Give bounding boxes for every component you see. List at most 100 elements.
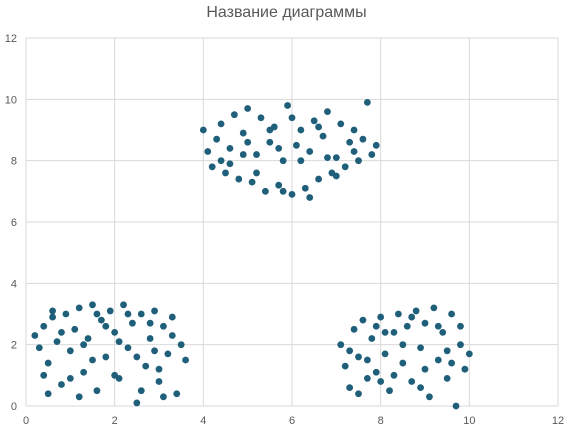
x-tick-label: 2 — [112, 415, 118, 427]
data-point — [381, 329, 389, 336]
data-point — [239, 129, 247, 137]
data-point — [44, 359, 52, 367]
data-point — [93, 310, 101, 318]
data-point — [97, 316, 105, 324]
data-point — [368, 151, 376, 158]
data-point — [217, 157, 225, 165]
data-point — [417, 344, 424, 352]
data-point — [133, 399, 141, 407]
data-point — [390, 329, 398, 336]
data-point — [102, 322, 110, 330]
data-point — [439, 329, 447, 336]
data-point — [84, 335, 92, 342]
y-tick-label: 4 — [11, 278, 17, 290]
data-point — [417, 384, 424, 391]
data-point — [155, 378, 163, 385]
data-point — [346, 384, 354, 391]
data-point — [363, 356, 371, 364]
data-point — [80, 341, 88, 349]
data-point — [75, 393, 83, 401]
data-point — [71, 325, 79, 333]
data-point — [262, 187, 269, 195]
data-point — [275, 181, 283, 189]
data-point — [146, 335, 154, 342]
data-point — [372, 368, 380, 376]
data-point — [288, 114, 296, 122]
data-point — [226, 145, 234, 152]
data-point — [62, 310, 70, 318]
data-point — [244, 138, 252, 146]
data-point — [341, 362, 349, 370]
data-point — [350, 148, 358, 155]
data-point — [177, 341, 185, 349]
data-point — [53, 338, 61, 345]
data-point — [315, 123, 322, 131]
chart-title: Название диаграммы — [206, 4, 367, 21]
data-point — [457, 322, 464, 330]
data-point — [465, 350, 473, 358]
data-point — [306, 194, 314, 201]
y-tick-label: 12 — [5, 33, 17, 45]
data-point — [430, 304, 438, 312]
data-point — [151, 307, 158, 315]
data-point — [332, 172, 340, 180]
data-point — [120, 301, 127, 309]
data-point — [443, 375, 451, 382]
data-point — [399, 359, 407, 367]
data-point — [230, 111, 238, 119]
data-point — [40, 371, 48, 379]
data-point — [355, 353, 362, 361]
data-point — [222, 169, 229, 177]
data-point — [297, 126, 305, 134]
data-point — [337, 120, 345, 128]
data-point — [421, 365, 429, 373]
data-point — [257, 114, 265, 122]
data-point — [350, 126, 358, 134]
data-point — [293, 141, 300, 149]
data-point — [332, 154, 340, 162]
data-point — [66, 347, 74, 355]
data-point — [448, 359, 455, 367]
data-point — [124, 310, 132, 318]
y-tick-label: 2 — [11, 340, 17, 352]
data-point — [324, 154, 331, 162]
data-point — [266, 126, 274, 134]
data-point — [217, 120, 225, 128]
data-point — [75, 304, 83, 312]
y-tick-label: 10 — [5, 94, 17, 106]
data-point — [226, 160, 234, 168]
data-point — [284, 102, 291, 109]
x-tick-label: 0 — [23, 415, 29, 427]
tick-labels: 0 2 4 6 8 10 12 0 2 4 6 8 10 12 — [5, 33, 564, 427]
data-point — [213, 135, 221, 143]
y-tick-label: 8 — [11, 156, 17, 168]
y-tick-label: 0 — [11, 401, 17, 413]
data-point — [49, 313, 56, 321]
data-point — [115, 338, 123, 345]
data-point — [129, 319, 136, 327]
data-point — [80, 368, 88, 376]
x-tick-label: 8 — [378, 415, 384, 427]
data-point — [350, 325, 358, 333]
data-point — [346, 138, 354, 146]
data-point — [434, 356, 442, 364]
data-point — [377, 378, 385, 385]
data-point — [355, 157, 362, 165]
data-point — [377, 313, 385, 321]
data-point — [44, 390, 52, 398]
data-point — [341, 163, 349, 171]
data-point — [168, 313, 176, 321]
data-point — [58, 381, 65, 388]
y-tick-label: 6 — [11, 217, 17, 229]
data-point — [399, 341, 407, 349]
data-point — [155, 365, 163, 373]
gridlines — [25, 37, 559, 407]
data-point — [381, 350, 389, 358]
data-point — [372, 141, 380, 149]
data-point — [239, 151, 247, 158]
data-point — [279, 157, 287, 165]
data-point — [310, 117, 318, 125]
data-point — [452, 402, 460, 410]
data-point — [359, 316, 367, 324]
data-point — [168, 332, 176, 339]
